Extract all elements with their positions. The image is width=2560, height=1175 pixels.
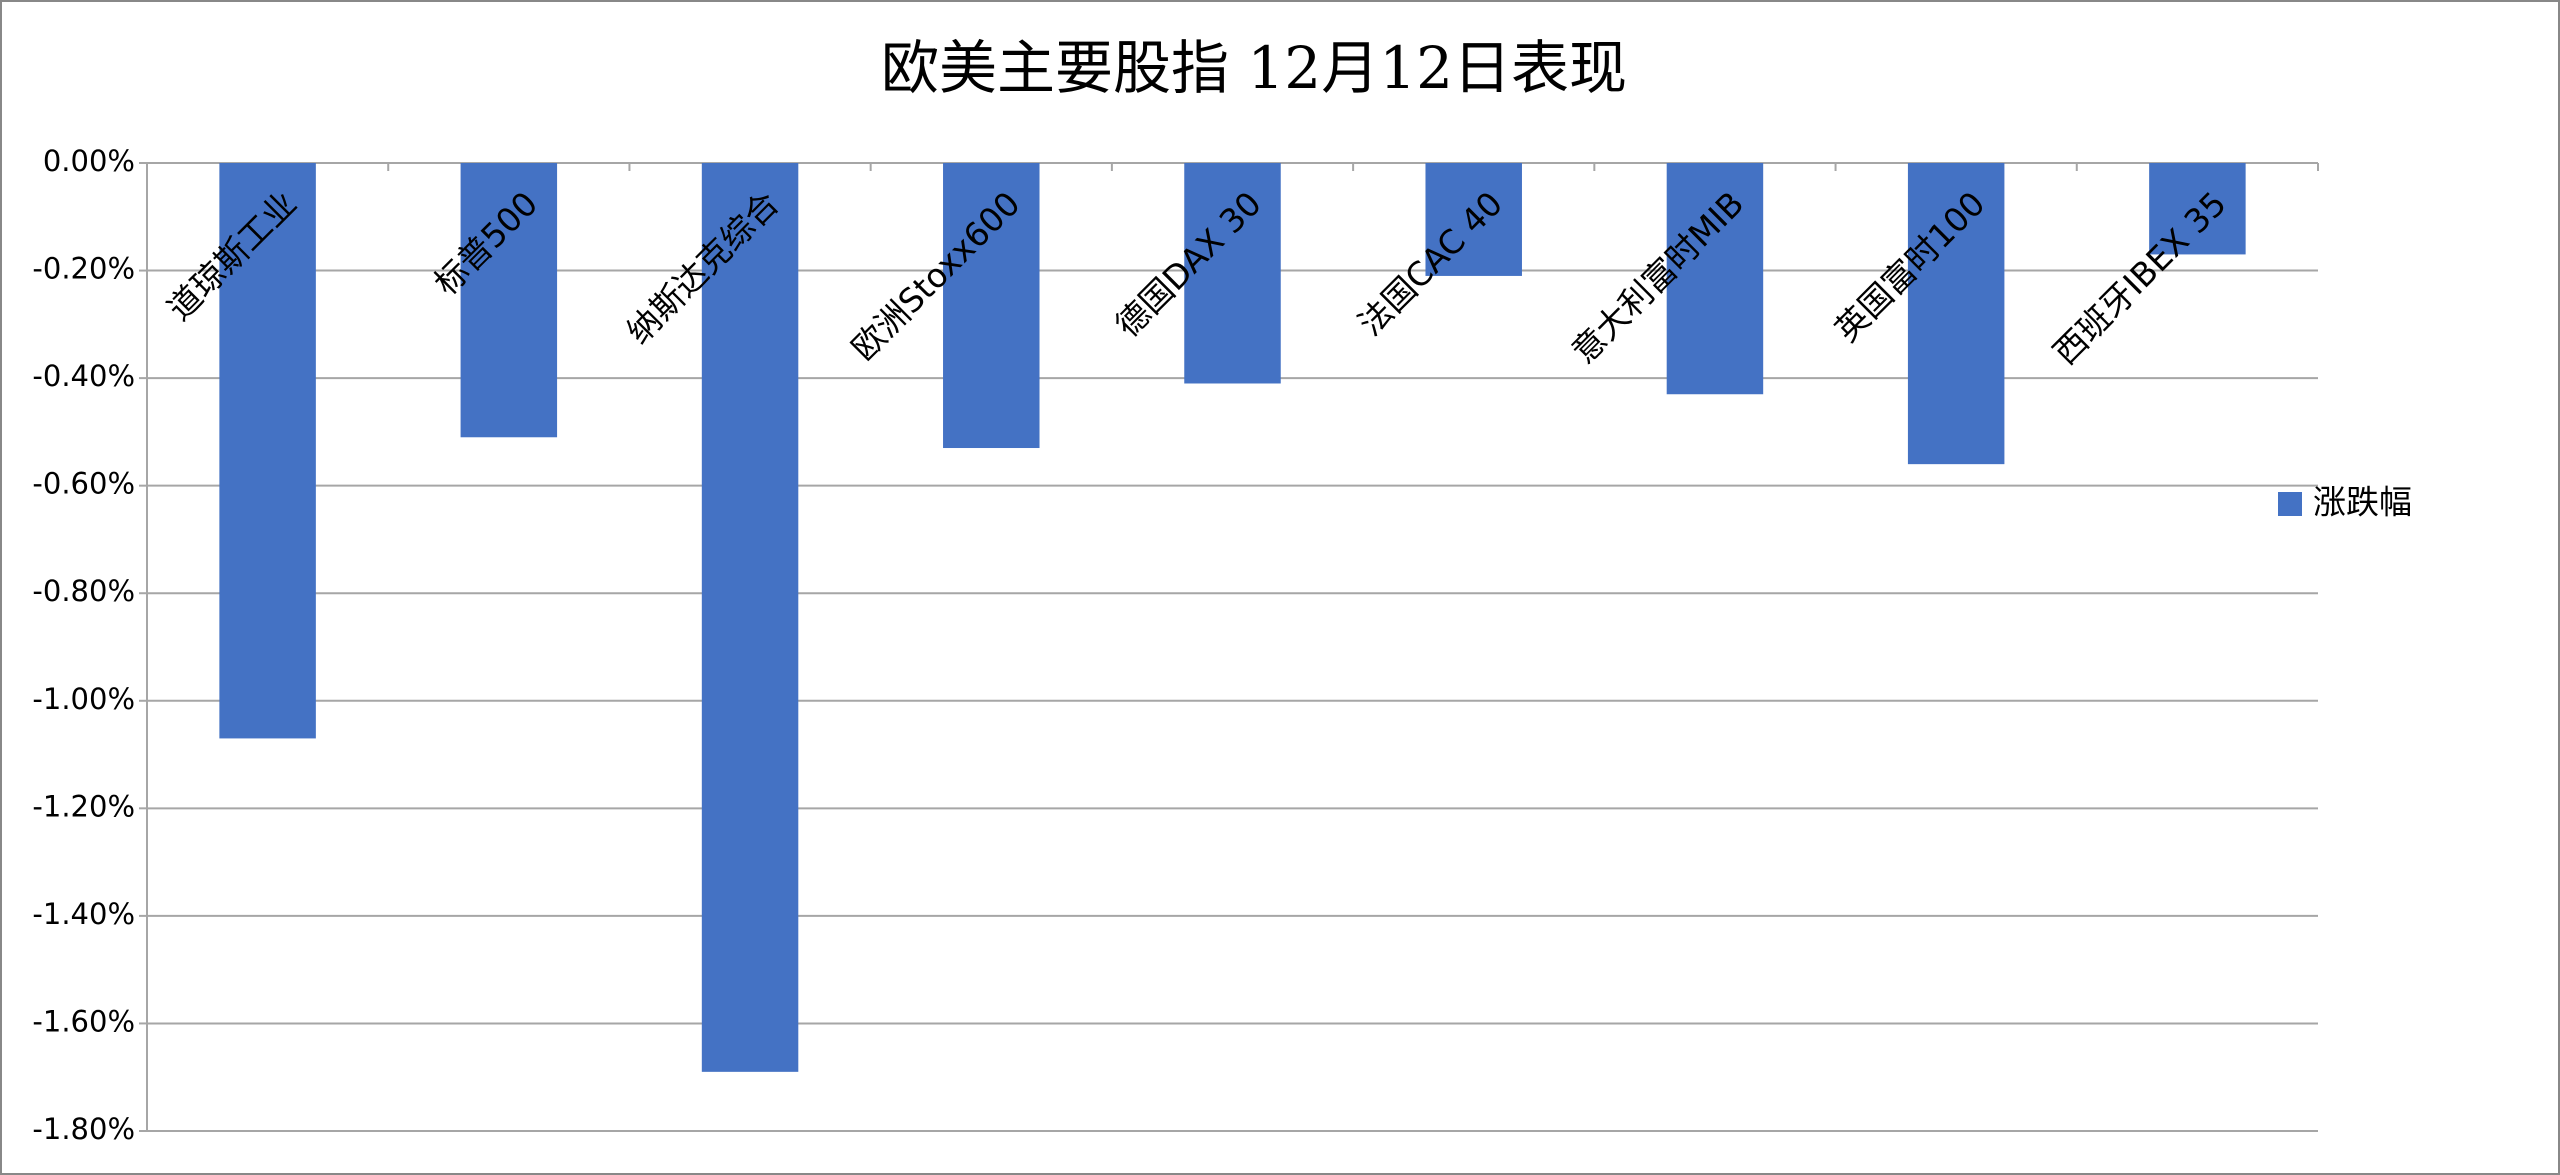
- y-tick-label: -1.00%: [32, 682, 135, 716]
- y-tick-label: -0.20%: [32, 252, 135, 286]
- legend-swatch: [2278, 492, 2302, 516]
- y-tick-label: -0.40%: [32, 359, 135, 393]
- bar: [1666, 163, 1764, 395]
- bar: [701, 163, 799, 1072]
- legend-label: 涨跌幅: [2313, 483, 2412, 522]
- bar: [1184, 163, 1281, 384]
- bar: [1907, 163, 2005, 465]
- bar: [2149, 163, 2246, 255]
- bar: [943, 163, 1040, 449]
- y-tick-label: -1.20%: [32, 789, 135, 823]
- bar: [460, 163, 558, 438]
- chart-title: 欧美主要股指 12月12日表现: [881, 34, 1627, 102]
- bar: [219, 163, 316, 739]
- y-tick-label: 0.00%: [43, 144, 135, 178]
- y-tick-label: -1.60%: [32, 1004, 135, 1038]
- y-tick-label: -0.60%: [32, 467, 135, 501]
- y-tick-label: -1.40%: [32, 897, 135, 931]
- y-tick-label: -0.80%: [32, 574, 135, 608]
- y-tick-label: -1.80%: [32, 1112, 135, 1146]
- bar: [1425, 163, 1522, 276]
